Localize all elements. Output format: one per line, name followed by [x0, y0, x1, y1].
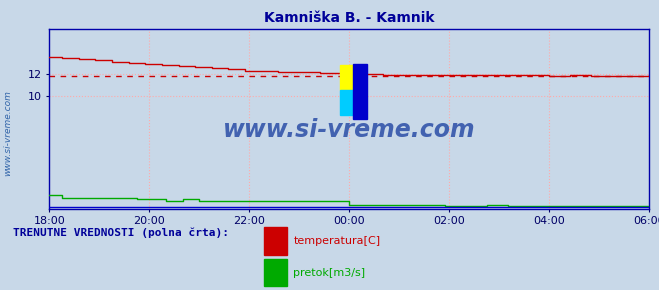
- Bar: [353, 64, 366, 119]
- Bar: [264, 227, 287, 255]
- Text: TRENUTNE VREDNOSTI (polna črta):: TRENUTNE VREDNOSTI (polna črta):: [13, 227, 229, 238]
- Title: Kamniška B. - Kamnik: Kamniška B. - Kamnik: [264, 11, 434, 25]
- Text: temperatura[C]: temperatura[C]: [293, 236, 380, 246]
- Text: www.si-vreme.com: www.si-vreme.com: [223, 118, 476, 142]
- Bar: [264, 259, 287, 286]
- Text: www.si-vreme.com: www.si-vreme.com: [3, 90, 13, 176]
- Bar: [340, 90, 353, 115]
- Text: pretok[m3/s]: pretok[m3/s]: [293, 268, 365, 278]
- Bar: [340, 65, 353, 90]
